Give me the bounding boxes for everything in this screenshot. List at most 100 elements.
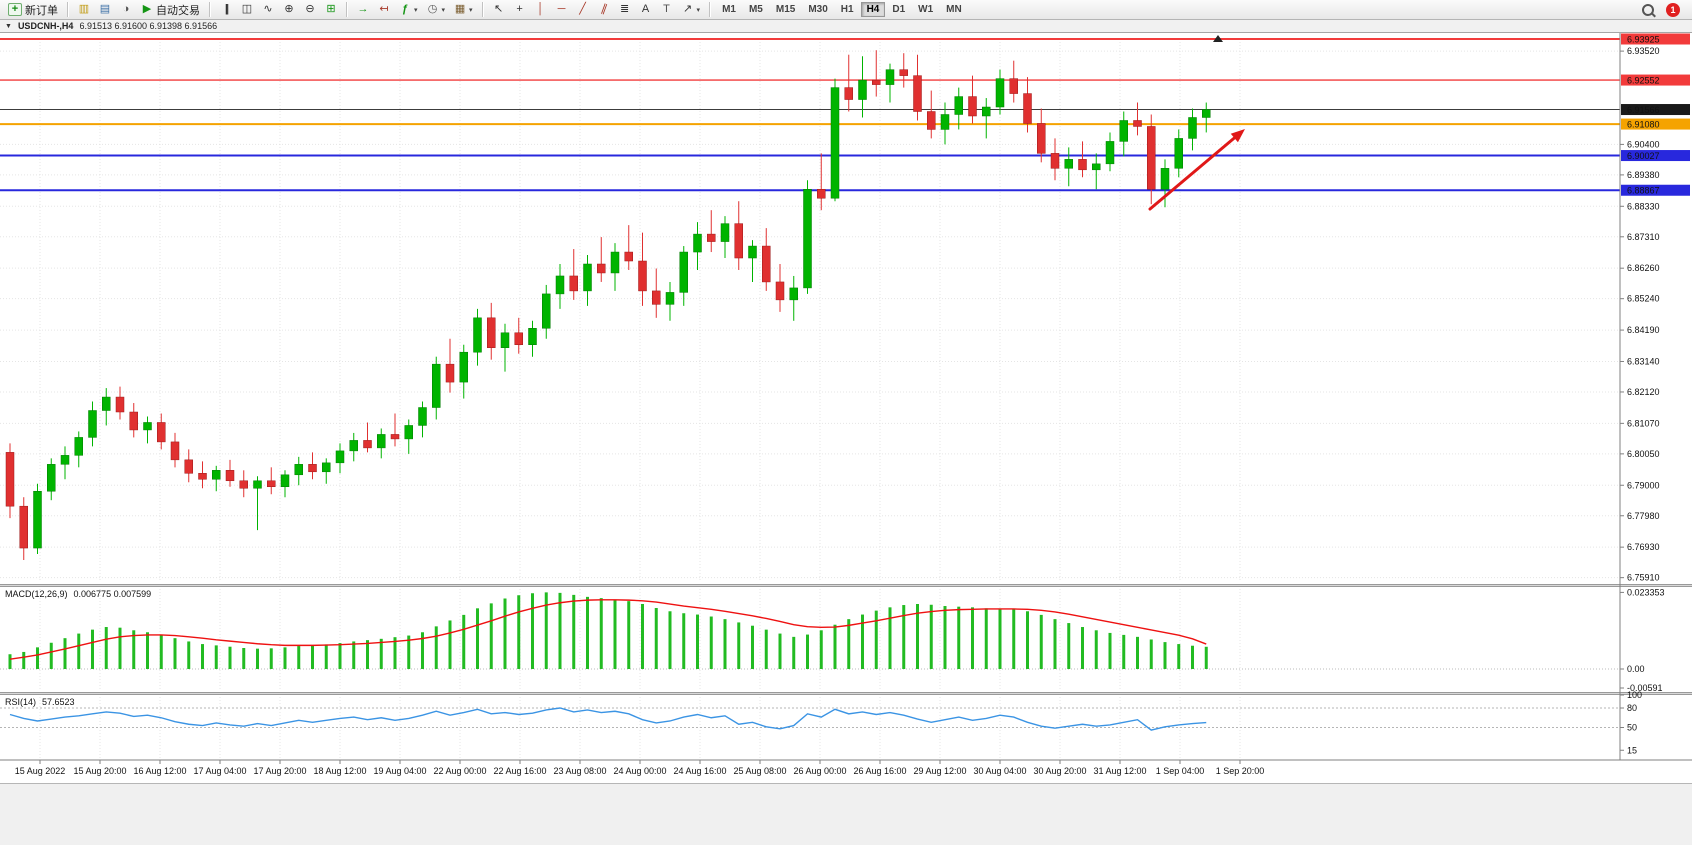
chart-titlebar: ▼ USDCNH-,H4 6.91513 6.91600 6.91398 6.9…	[0, 20, 1692, 33]
svg-text:29 Aug 12:00: 29 Aug 12:00	[913, 766, 966, 776]
autotrading-button[interactable]: ▶ 自动交易	[137, 1, 204, 18]
svg-text:24 Aug 16:00: 24 Aug 16:00	[673, 766, 726, 776]
candles-layer	[5, 50, 1211, 561]
text-label-icon: T	[663, 3, 670, 15]
crosshair-button[interactable]: +	[510, 1, 530, 18]
new-chart-button[interactable]: ▥	[74, 1, 94, 18]
svg-text:6.76930: 6.76930	[1627, 542, 1660, 552]
new-order-button[interactable]: + 新订单	[4, 1, 62, 18]
chart-canvas[interactable]: 6.93520 6.90400 6.89380 6.88330 6.87310 6.862…	[0, 33, 1692, 783]
svg-text:24 Aug 00:00: 24 Aug 00:00	[613, 766, 666, 776]
timeframe-mn-button[interactable]: MN	[940, 2, 968, 17]
candlestick-mode-button[interactable]: ◫	[237, 1, 257, 18]
svg-text:6.82120: 6.82120	[1627, 387, 1660, 397]
svg-text:6.86260: 6.86260	[1627, 263, 1660, 273]
timeframe-m5-button[interactable]: M5	[743, 2, 769, 17]
svg-text:19 Aug 04:00: 19 Aug 04:00	[373, 766, 426, 776]
svg-text:80: 80	[1627, 703, 1637, 713]
chart-svg[interactable]: 6.93520 6.90400 6.89380 6.88330 6.87310 6.862…	[0, 33, 1692, 783]
svg-text:15 Aug 20:00: 15 Aug 20:00	[73, 766, 126, 776]
macd-layer	[8, 592, 1208, 669]
svg-text:6.79000: 6.79000	[1627, 480, 1660, 490]
svg-text:18 Aug 12:00: 18 Aug 12:00	[313, 766, 366, 776]
templates-button[interactable]: ▦ ▾	[450, 1, 477, 18]
notification-badge[interactable]: 1	[1666, 2, 1680, 17]
chevron-down-icon: ▾	[441, 6, 446, 14]
market-watch-icon: ◑	[122, 3, 130, 15]
chart-shift-marker[interactable]	[1213, 35, 1223, 42]
cursor-button[interactable]: ↖	[489, 1, 509, 18]
svg-text:6.91080: 6.91080	[1627, 120, 1660, 130]
svg-text:16 Aug 12:00: 16 Aug 12:00	[133, 766, 186, 776]
svg-text:6.90027: 6.90027	[1627, 151, 1660, 161]
svg-text:17 Aug 04:00: 17 Aug 04:00	[193, 766, 246, 776]
clock-icon: ◷	[427, 3, 438, 15]
bar-chart-icon: |||	[224, 3, 230, 15]
svg-text:30 Aug 20:00: 30 Aug 20:00	[1033, 766, 1086, 776]
horizontal-line-button[interactable]: ─	[552, 1, 572, 18]
line-chart-icon: ∿	[263, 3, 273, 15]
svg-text:15: 15	[1627, 745, 1637, 755]
zoom-out-icon: ⊖	[305, 3, 315, 15]
profiles-button[interactable]: ▤	[95, 1, 115, 18]
channel-button[interactable]: ∥	[594, 1, 614, 18]
chevron-down-icon: ▾	[469, 6, 473, 14]
periods-button[interactable]: ◷ ▾	[423, 1, 450, 18]
chart-shift-icon: ↤	[379, 3, 389, 15]
vertical-line-button[interactable]: │	[531, 1, 551, 18]
new-order-icon: +	[8, 3, 22, 16]
level-lines-layer[interactable]	[0, 38, 1620, 192]
chart-menu-icon[interactable]: ▼	[5, 22, 12, 30]
timeframe-d1-button[interactable]: D1	[886, 2, 911, 17]
timeframe-h1-button[interactable]: H1	[835, 2, 860, 17]
svg-text:6.75910: 6.75910	[1627, 573, 1660, 583]
toolbar-separator	[346, 2, 348, 17]
search-icon[interactable]	[1642, 3, 1654, 16]
panel-separators[interactable]	[0, 584, 1692, 695]
horizontal-line-icon: ─	[557, 3, 566, 15]
text-button[interactable]: A	[636, 1, 656, 18]
timeframe-m1-button[interactable]: M1	[716, 2, 742, 17]
zoom-out-button[interactable]: ⊖	[300, 1, 320, 18]
autotrading-icon: ▶	[142, 3, 152, 15]
svg-text:22 Aug 16:00: 22 Aug 16:00	[493, 766, 546, 776]
svg-text:0.023353: 0.023353	[1627, 587, 1665, 597]
autoscroll-button[interactable]: →	[353, 1, 373, 18]
fibonacci-button[interactable]: ≣	[615, 1, 635, 18]
crosshair-icon: +	[516, 3, 523, 15]
cursor-icon: ↖	[493, 3, 504, 15]
zoom-in-button[interactable]: ⊕	[279, 1, 299, 18]
timeframe-m30-button[interactable]: M30	[802, 2, 833, 17]
bar-chart-mode-button[interactable]: |||	[216, 1, 236, 18]
trendline-icon: ╱	[579, 3, 586, 15]
channel-icon: ∥	[599, 2, 609, 16]
indicators-button[interactable]: ƒ ▾	[395, 1, 422, 18]
line-chart-mode-button[interactable]: ∿	[258, 1, 278, 18]
chart-shift-button[interactable]: ↤	[374, 1, 394, 18]
svg-text:6.80050: 6.80050	[1627, 449, 1660, 459]
svg-text:6.83140: 6.83140	[1627, 356, 1660, 366]
svg-text:26 Aug 16:00: 26 Aug 16:00	[853, 766, 906, 776]
timeframe-h4-button[interactable]: H4	[860, 2, 886, 17]
toolbar-right-group: 1	[1642, 2, 1688, 17]
annotation-arrow[interactable]	[1148, 129, 1245, 211]
svg-text:25 Aug 08:00: 25 Aug 08:00	[733, 766, 786, 776]
text-label-button[interactable]: T	[657, 1, 677, 18]
timeframe-w1-button[interactable]: W1	[912, 2, 939, 17]
market-watch-button[interactable]: ◑	[116, 1, 136, 18]
svg-text:6.92552: 6.92552	[1627, 76, 1660, 86]
svg-text:1 Sep 20:00: 1 Sep 20:00	[1216, 766, 1265, 776]
tile-windows-button[interactable]: ⊞	[321, 1, 341, 18]
autoscroll-icon: →	[357, 3, 369, 15]
toolbar-separator	[709, 2, 712, 17]
arrows-button[interactable]: ↗ ▾	[678, 1, 705, 18]
toolbar-separator	[481, 2, 484, 17]
timeframe-m15-button[interactable]: M15	[770, 2, 801, 17]
svg-text:6.89380: 6.89380	[1627, 170, 1660, 180]
chevron-down-icon: ▾	[414, 6, 418, 14]
toolbar-separator	[67, 2, 69, 17]
svg-text:31 Aug 12:00: 31 Aug 12:00	[1093, 766, 1146, 776]
chart-symbol-label: USDCNH-,H4	[17, 21, 74, 31]
new-chart-icon: ▥	[78, 3, 90, 15]
trendline-button[interactable]: ╱	[573, 1, 593, 18]
